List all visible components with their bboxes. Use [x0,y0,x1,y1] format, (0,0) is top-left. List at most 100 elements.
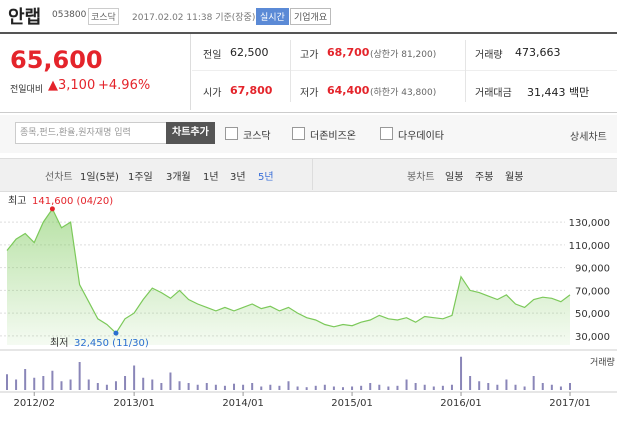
checkbox[interactable] [292,127,305,140]
tab-label: 선차트 [45,172,73,183]
volume-bar [469,376,472,390]
volume-bar [260,386,263,390]
volume-bar [42,376,45,390]
quote-label: 거래대금 [475,88,512,99]
volume-bar [223,385,226,390]
tab-label: 봉차트 [407,172,435,183]
volume-bar [124,376,127,390]
quote-value: 67,800 [230,84,273,97]
volume-bar [569,383,571,390]
stock-name: 안랩 [8,7,42,28]
quote-note: (상한가 81,200) [370,50,437,60]
volume-bar [51,370,54,390]
col-divider [465,40,466,102]
tab[interactable]: 3년 [230,172,246,183]
quote-note: (하한가 43,800) [370,88,437,98]
compare-item[interactable]: 코스닥 [243,131,271,142]
checkbox[interactable] [380,127,393,140]
volume-bar [96,383,99,390]
compare-item[interactable]: 다우데이타 [398,131,444,142]
volume-bar [160,383,163,390]
quote-label: 전일 [203,50,222,61]
volume-bar [478,381,481,390]
volume-bar [87,379,90,390]
volume-bar [405,379,408,390]
volume-bar [15,379,18,390]
tab[interactable]: 1주일 [128,172,153,183]
compare-item[interactable]: 더존비즈온 [310,131,356,142]
quote-label: 저가 [300,88,319,99]
col-divider [290,40,291,102]
tab[interactable]: 5년 [258,172,274,183]
change-label: 전일대비 [10,85,44,95]
x-tick-label: 2016/01 [440,398,482,409]
volume-bar [296,386,299,390]
volume-bar [396,385,399,390]
volume-bar [78,362,81,390]
tab[interactable]: 3개월 [166,172,191,183]
volume-bar [205,383,208,390]
time: 2017.02.02 11:38 기준(장중) [132,13,256,23]
volume-bar [24,369,27,390]
stock-code: 053800 [52,10,87,20]
high-label: 최고 [8,195,26,207]
volume-bar [360,385,363,390]
volume-bar [332,386,335,390]
volume-bar [369,383,372,390]
quote-value: 68,700 [327,46,370,59]
divider [190,34,191,110]
volume-bar [114,381,117,390]
volume-bar [541,383,544,390]
quote-label: 고가 [300,50,319,61]
area-fill [7,208,570,345]
volume-bar [105,384,108,390]
volume-bar [450,384,453,390]
volume-bar [6,374,8,390]
add-button[interactable]: 차트추가 [166,122,215,144]
low-text: 32,450 (11/30) [74,338,149,349]
rate: +4.96% [98,78,151,93]
volume-bar [196,384,199,390]
volume-bar [151,379,154,390]
volume-bar [269,384,272,390]
volume-bar [550,384,553,390]
y-tick-label: 130,000 [569,218,610,229]
volume-bar [532,376,535,390]
x-tick-label: 2014/01 [222,398,264,409]
detail-link[interactable]: 상세차트 [570,132,607,143]
search-input[interactable]: 종목,펀드,환율,원자재명 입력 [15,122,167,144]
volume-bar [178,381,181,390]
realtime-button[interactable]: 실시간 [256,8,289,25]
volume-bar [341,387,344,390]
tab[interactable]: 1년 [203,172,219,183]
y-tick-label: 110,000 [569,241,610,252]
tab[interactable]: 월봉 [505,172,524,183]
x-tick-label: 2017/01 [549,398,591,409]
row-divider [192,70,617,71]
quote-box [0,32,617,113]
volume-bar [460,356,463,390]
volume-bar [278,385,281,390]
volume-bar [33,377,36,390]
change: ▲3,100 [48,78,96,93]
volume-bar [233,383,236,390]
x-tick-label: 2012/02 [13,398,55,409]
company-button[interactable]: 기업개요 [290,8,332,25]
tab[interactable]: 일봉 [445,172,464,183]
volume-bar [214,384,217,390]
volume-bar [487,383,490,390]
checkbox[interactable] [225,127,238,140]
high-text: 141,600 (04/20) [32,196,113,207]
tab[interactable]: 주봉 [475,172,494,183]
volume-bar [314,385,317,390]
volume-bar [251,383,254,390]
volume-bar [514,384,517,390]
tab[interactable]: 1일(5분) [80,172,119,183]
volume-bar [142,377,145,390]
volume-bar [287,381,290,390]
volume-bar [423,384,426,390]
y-tick-label: 70,000 [575,286,610,297]
quote-value: 31,443 백만 [527,86,590,99]
volume-bar [523,386,526,390]
